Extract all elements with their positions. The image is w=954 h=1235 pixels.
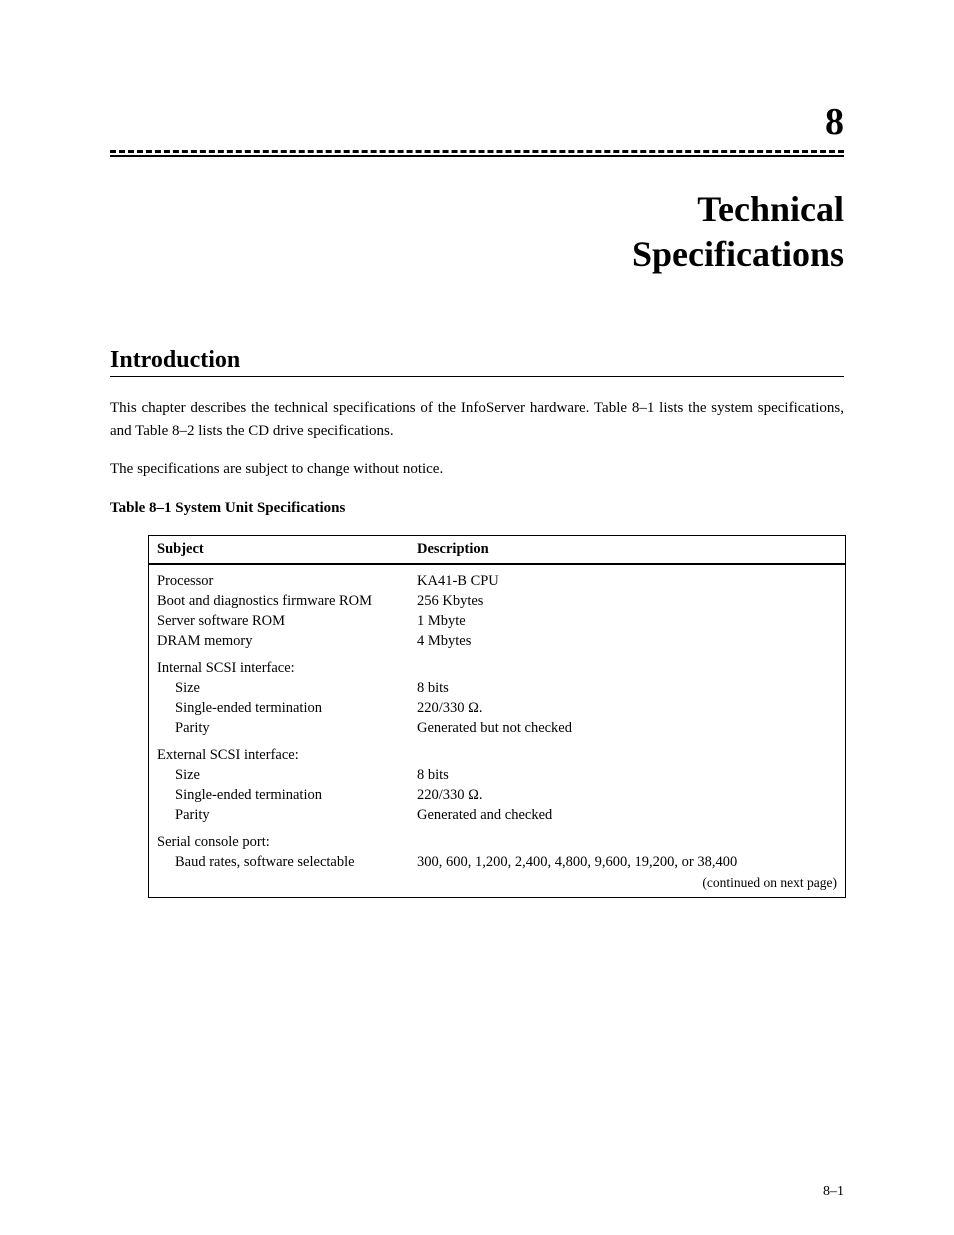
table-row: Processor KA41-B CPU: [157, 573, 837, 590]
spec-label: Size: [175, 767, 417, 784]
spec-value: [417, 834, 837, 851]
spec-label: Baud rates, software selectable: [175, 854, 417, 871]
spec-value: 4 Mbytes: [417, 633, 837, 650]
spec-table: Subject Description Processor KA41-B CPU…: [148, 535, 846, 898]
spec-label: Server software ROM: [157, 613, 417, 630]
continued-label: (continued on next page): [157, 875, 837, 891]
dashed-divider: [110, 150, 844, 153]
intro-paragraph-2: The specifications are subject to change…: [110, 458, 844, 481]
intro-paragraph-1: This chapter describes the technical spe…: [110, 397, 844, 442]
spec-label: Single-ended termination: [175, 700, 417, 717]
table-header: Subject Description: [149, 536, 845, 565]
table-row: Parity Generated and checked: [175, 807, 837, 824]
table-row: Single-ended termination 220/330 Ω.: [175, 700, 837, 717]
spec-value: 220/330 Ω.: [417, 787, 837, 804]
table-row: Internal SCSI interface:: [157, 660, 837, 677]
table-row: Server software ROM 1 Mbyte: [157, 613, 837, 630]
spec-value: 300, 600, 1,200, 2,400, 4,800, 9,600, 19…: [417, 854, 837, 871]
chapter-title-line1: Technical: [697, 189, 844, 229]
chapter-title: Technical Specifications: [110, 187, 844, 277]
spec-label: Boot and diagnostics firmware ROM: [157, 593, 417, 610]
table-row: Size 8 bits: [175, 767, 837, 784]
spec-label: Single-ended termination: [175, 787, 417, 804]
spec-group-title: External SCSI interface:: [157, 747, 417, 764]
spec-label: Parity: [175, 720, 417, 737]
spec-value: Generated and checked: [417, 807, 837, 824]
section-title: Introduction: [110, 347, 844, 374]
table-row: External SCSI interface:: [157, 747, 837, 764]
spec-value: 256 Kbytes: [417, 593, 837, 610]
spec-label: Parity: [175, 807, 417, 824]
table-row: Boot and diagnostics firmware ROM 256 Kb…: [157, 593, 837, 610]
table-row: Parity Generated but not checked: [175, 720, 837, 737]
chapter-number: 8: [110, 100, 844, 144]
section-divider: [110, 376, 844, 377]
spec-value: 8 bits: [417, 767, 837, 784]
spec-value: Generated but not checked: [417, 720, 837, 737]
table-row: Baud rates, software selectable 300, 600…: [175, 854, 837, 871]
table-header-description: Description: [417, 541, 837, 558]
spec-label: Processor: [157, 573, 417, 590]
table-body: Processor KA41-B CPU Boot and diagnostic…: [149, 565, 845, 897]
table-header-subject: Subject: [157, 541, 417, 558]
spec-value: [417, 747, 837, 764]
table-row: Single-ended termination 220/330 Ω.: [175, 787, 837, 804]
table-caption: Table 8–1 System Unit Specifications: [110, 497, 844, 520]
solid-divider: [110, 155, 844, 157]
spec-value: 8 bits: [417, 680, 837, 697]
spec-label: DRAM memory: [157, 633, 417, 650]
spec-label: Size: [175, 680, 417, 697]
spec-value: 220/330 Ω.: [417, 700, 837, 717]
spec-group-title: Serial console port:: [157, 834, 417, 851]
spec-value: KA41-B CPU: [417, 573, 837, 590]
spec-value: [417, 660, 837, 677]
page-number: 8–1: [823, 1184, 844, 1200]
table-row: DRAM memory 4 Mbytes: [157, 633, 837, 650]
spec-group-title: Internal SCSI interface:: [157, 660, 417, 677]
table-row: Serial console port:: [157, 834, 837, 851]
spec-value: 1 Mbyte: [417, 613, 837, 630]
chapter-title-line2: Specifications: [632, 234, 844, 274]
table-row: Size 8 bits: [175, 680, 837, 697]
